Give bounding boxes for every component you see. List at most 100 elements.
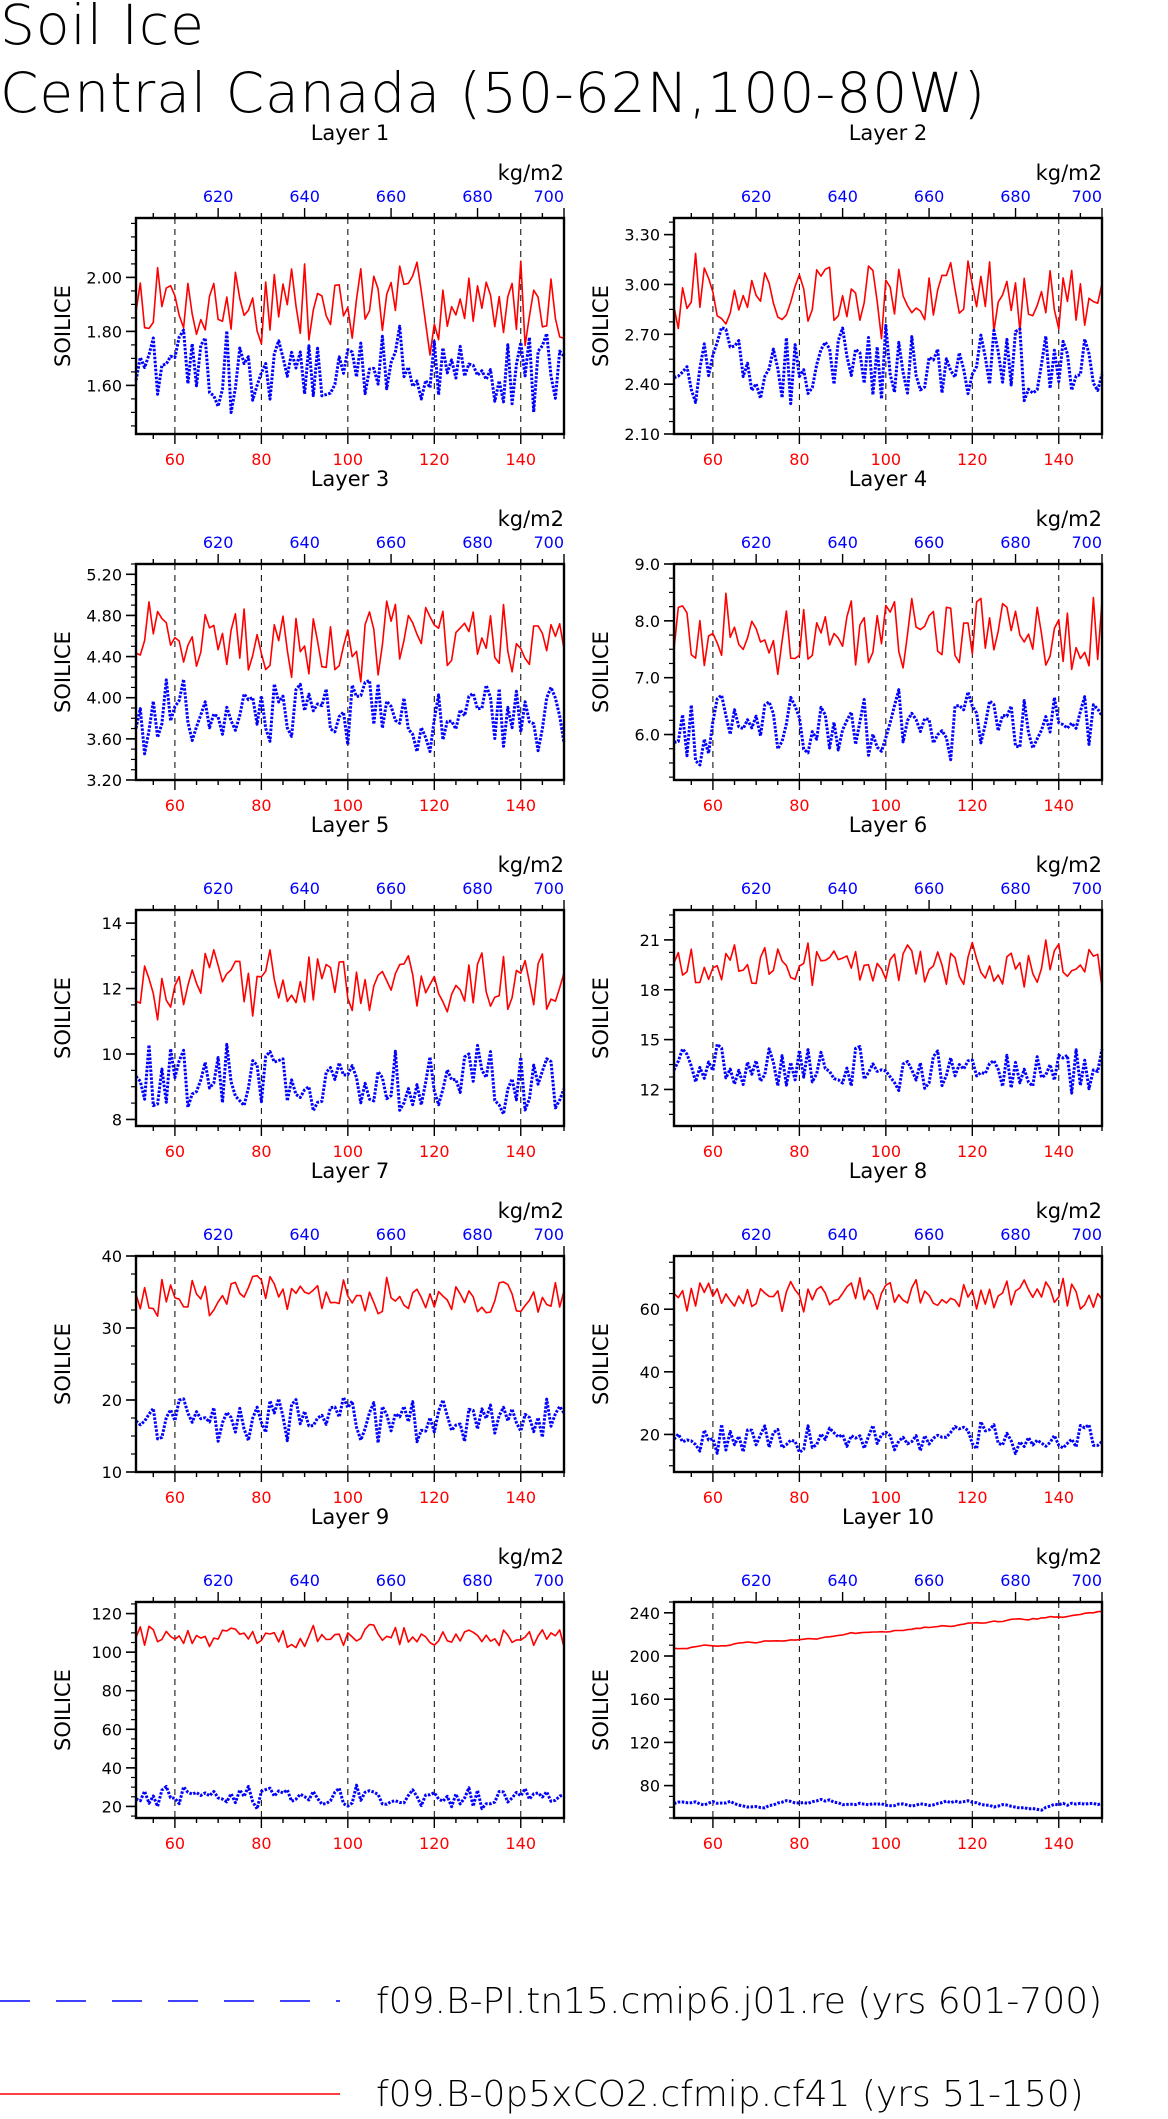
x-bottom-tick-label: 60 <box>165 1488 185 1507</box>
x-top-tick-label: 660 <box>376 1225 407 1244</box>
y-tick-label: 80 <box>640 1777 660 1796</box>
panel-title: Layer 7 <box>311 1159 390 1183</box>
y-tick-label: 60 <box>102 1720 122 1739</box>
plot-frame <box>672 908 1104 1128</box>
x-top-tick-label: 680 <box>462 879 493 898</box>
y-tick-label: 3.00 <box>624 275 660 294</box>
x-bottom-tick-label: 140 <box>505 1488 536 1507</box>
x-bottom-tick-label: 120 <box>957 796 988 815</box>
y-axis-label: SOILICE <box>51 1669 75 1751</box>
series-line-co2 <box>673 1610 1103 1650</box>
x-top-tick-label: 620 <box>741 879 772 898</box>
y-tick-label: 3.60 <box>86 730 122 749</box>
y-tick-label: 8 <box>112 1110 122 1129</box>
x-bottom-tick-label: 80 <box>251 796 271 815</box>
x-top-tick-label: 680 <box>1000 1225 1031 1244</box>
x-bottom-tick-label: 80 <box>789 450 809 469</box>
legend: f09.B-PI.tn15.cmip6.j01.re (yrs 601-700)… <box>0 1981 1102 2115</box>
x-bottom-tick-label: 60 <box>703 1488 723 1507</box>
x-bottom-tick-label: 80 <box>251 1142 271 1161</box>
panel-title: Layer 1 <box>311 121 390 145</box>
units-label: kg/m2 <box>1036 507 1102 531</box>
y-tick-label: 40 <box>102 1759 122 1778</box>
y-axis-label: SOILICE <box>589 977 613 1059</box>
x-top-tick-label: 640 <box>827 533 858 552</box>
y-tick-label: 160 <box>629 1690 660 1709</box>
x-bottom-tick-label: 80 <box>789 1488 809 1507</box>
series-line-pi <box>134 677 566 756</box>
x-top-tick-label: 620 <box>203 879 234 898</box>
y-axis-label: SOILICE <box>589 285 613 367</box>
y-tick-label: 15 <box>640 1031 660 1050</box>
y-tick-label: 21 <box>640 931 660 950</box>
x-bottom-tick-label: 140 <box>1043 1142 1074 1161</box>
x-top-tick-label: 620 <box>741 1571 772 1590</box>
x-top-tick-label: 640 <box>289 187 320 206</box>
y-tick-label: 4.00 <box>86 689 122 708</box>
y-tick-label: 120 <box>629 1733 660 1752</box>
x-bottom-tick-label: 140 <box>505 796 536 815</box>
x-bottom-tick-label: 100 <box>871 1488 902 1507</box>
x-top-tick-label: 700 <box>533 879 564 898</box>
x-top-tick-label: 660 <box>376 879 407 898</box>
series-line-pi <box>134 1042 566 1116</box>
units-label: kg/m2 <box>498 1545 564 1569</box>
x-top-tick-label: 700 <box>533 1225 564 1244</box>
x-bottom-tick-label: 120 <box>419 796 450 815</box>
x-top-tick-label: 700 <box>533 533 564 552</box>
x-bottom-tick-label: 120 <box>957 1834 988 1853</box>
x-top-tick-label: 700 <box>1071 879 1102 898</box>
plot-frame <box>134 1254 566 1474</box>
y-tick-label: 9.0 <box>635 555 660 574</box>
x-top-tick-label: 620 <box>203 533 234 552</box>
x-bottom-tick-label: 100 <box>871 1142 902 1161</box>
x-top-tick-label: 620 <box>741 187 772 206</box>
x-bottom-tick-label: 60 <box>703 1834 723 1853</box>
units-label: kg/m2 <box>498 853 564 877</box>
x-bottom-tick-label: 80 <box>251 1834 271 1853</box>
x-top-tick-label: 640 <box>827 879 858 898</box>
panel-title: Layer 4 <box>849 467 928 491</box>
panel-layer-2: Layer 2 kg/m2 SOILICE 2.10 2.40 2.70 3.00 3.30 6… <box>589 121 1104 469</box>
panel-title: Layer 6 <box>849 813 928 837</box>
x-top-tick-label: 680 <box>1000 533 1031 552</box>
series-line-pi <box>672 1420 1103 1456</box>
units-label: kg/m2 <box>1036 1199 1102 1223</box>
panel-layer-9: Layer 9 kg/m2 SOILICE 20 40 60 80 100 120 60 80 100… <box>51 1505 566 1853</box>
x-top-tick-label: 660 <box>376 533 407 552</box>
y-tick-label: 40 <box>102 1247 122 1266</box>
x-bottom-tick-label: 120 <box>419 1834 450 1853</box>
series-line-co2 <box>673 1277 1103 1313</box>
x-top-tick-label: 640 <box>289 533 320 552</box>
plot-frame <box>672 1254 1104 1474</box>
legend-label-pi: f09.B-PI.tn15.cmip6.j01.re (yrs 601-700) <box>376 1981 1102 2022</box>
y-tick-label: 100 <box>91 1643 122 1662</box>
series-line-co2 <box>135 260 565 356</box>
y-tick-label: 60 <box>640 1300 660 1319</box>
y-tick-label: 3.20 <box>86 771 122 790</box>
x-top-tick-label: 640 <box>289 879 320 898</box>
panel-title: Layer 9 <box>311 1505 390 1529</box>
panel-title: Layer 2 <box>849 121 928 145</box>
units-label: kg/m2 <box>1036 1545 1102 1569</box>
panels: Layer 1 kg/m2 SOILICE 1.60 1.80 2.00 60 80 100 12… <box>51 121 1104 1853</box>
y-tick-label: 12 <box>640 1080 660 1099</box>
panel-layer-3: Layer 3 kg/m2 SOILICE 3.20 3.60 4.00 4.40 4.80 5… <box>51 467 566 815</box>
x-top-tick-label: 700 <box>1071 533 1102 552</box>
x-bottom-tick-label: 60 <box>165 450 185 469</box>
x-bottom-tick-label: 140 <box>1043 1488 1074 1507</box>
series-line-co2 <box>135 600 565 683</box>
y-axis-label: SOILICE <box>589 1669 613 1751</box>
x-bottom-tick-label: 60 <box>165 1834 185 1853</box>
x-top-tick-label: 660 <box>914 533 945 552</box>
x-top-tick-label: 660 <box>914 1225 945 1244</box>
y-tick-label: 20 <box>640 1425 660 1444</box>
panel-layer-7: Layer 7 kg/m2 SOILICE 10 20 30 40 60 80 100 120 140… <box>51 1159 566 1507</box>
y-tick-label: 80 <box>102 1682 122 1701</box>
x-bottom-tick-label: 100 <box>333 1142 364 1161</box>
panel-title: Layer 5 <box>311 813 390 837</box>
series-line-pi <box>135 1783 565 1811</box>
y-tick-label: 10 <box>102 1463 122 1482</box>
x-top-tick-label: 620 <box>741 533 772 552</box>
series-line-pi <box>134 1395 566 1445</box>
